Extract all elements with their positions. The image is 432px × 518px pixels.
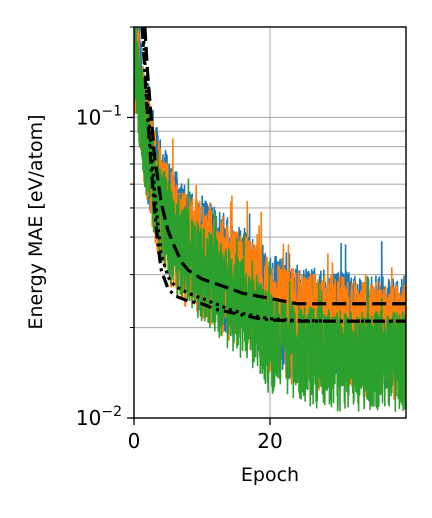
y-tick-label: 10−2 <box>76 404 122 430</box>
x-tick-label: 20 <box>257 429 282 453</box>
x-tick-label: 0 <box>128 429 141 453</box>
reference-line-dashdot <box>140 27 406 323</box>
series-layer <box>134 27 406 412</box>
y-tick-label: 10−1 <box>76 103 122 129</box>
x-axis-label: Epoch <box>241 464 299 486</box>
reference-line-dotted <box>141 27 406 323</box>
ticks: 0 20 10−2 10−1 <box>76 26 283 453</box>
y-axis-label: Energy MAE [eV/atom] <box>25 114 47 329</box>
series-line-3 <box>134 27 406 412</box>
reference-line-dashed <box>143 27 406 306</box>
